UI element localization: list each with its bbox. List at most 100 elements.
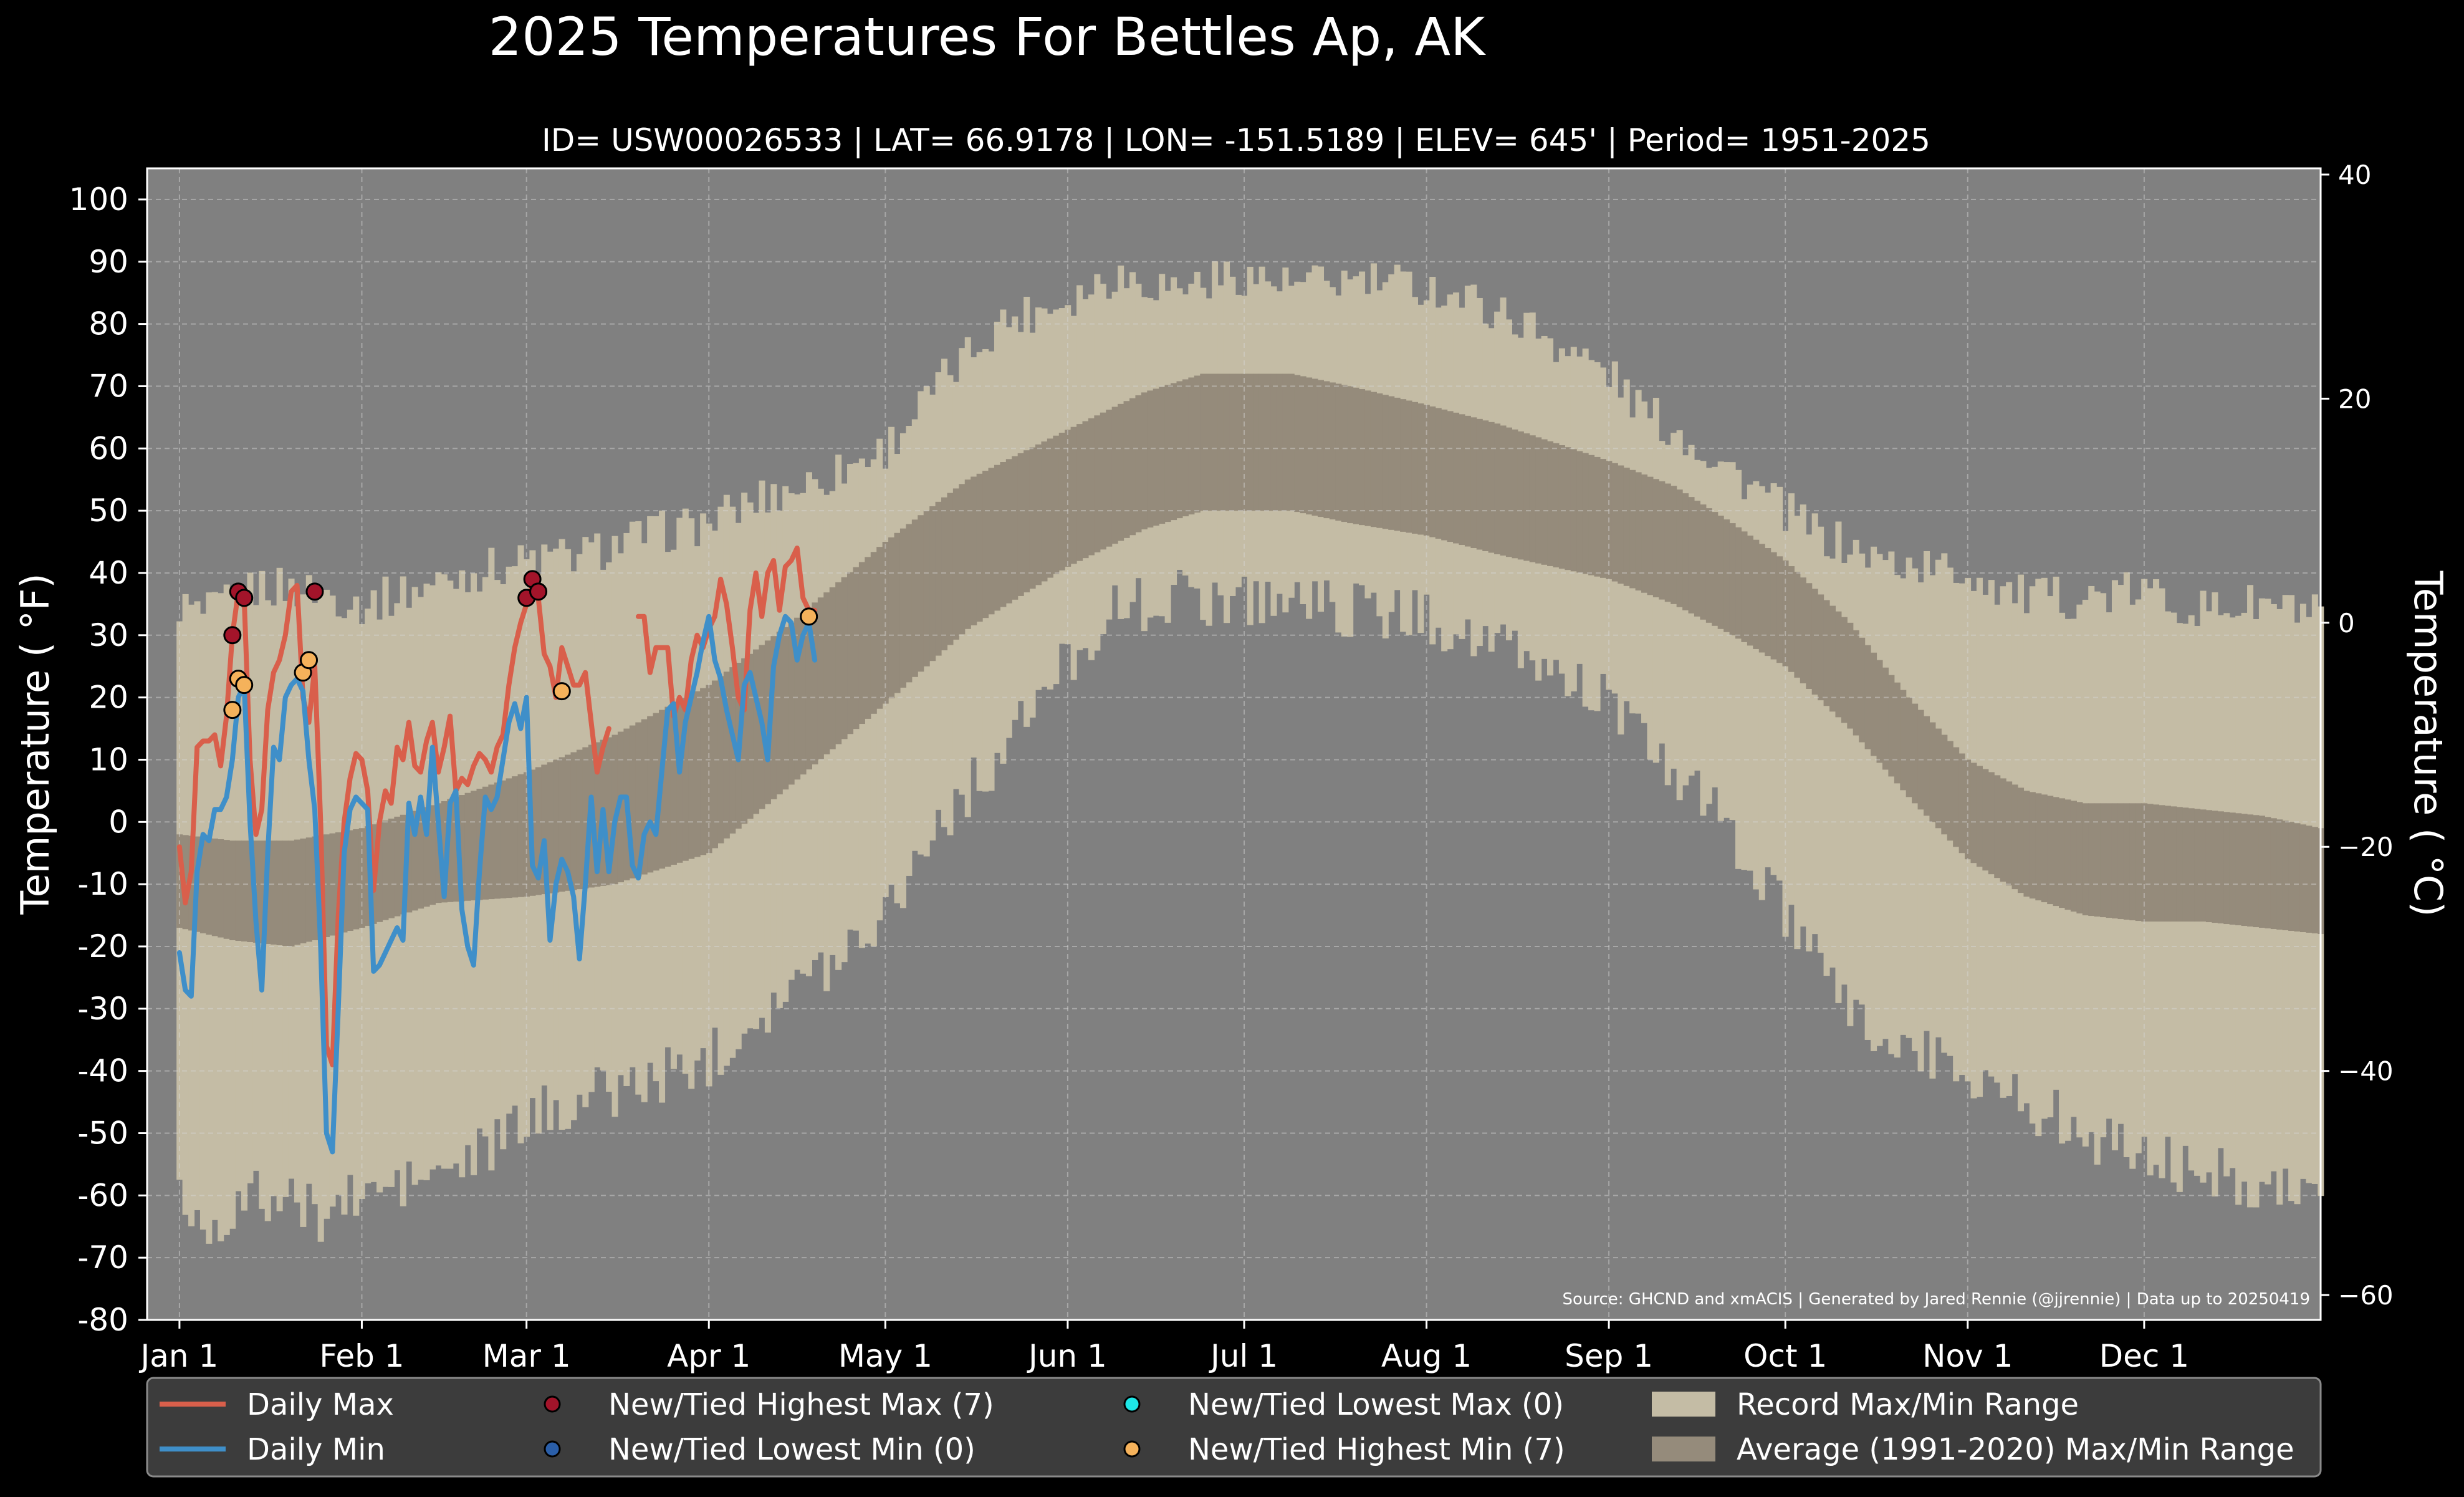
normal-range-bar [1635, 472, 1642, 591]
record-range-bar [1664, 445, 1671, 786]
normal-range-bar [1735, 527, 1742, 639]
normal-range-bar [1800, 577, 1806, 683]
normal-range-bar [1306, 377, 1313, 515]
y2-tick-label: 0 [2338, 608, 2355, 638]
normal-range-bar [776, 632, 783, 795]
legend-item: Daily Max [160, 1387, 394, 1422]
normal-range-bar [1111, 407, 1118, 544]
normal-range-bar [2111, 803, 2119, 919]
normal-range-bar [1953, 747, 1960, 847]
normal-range-bar [1005, 459, 1012, 604]
normal-range-bar [1694, 501, 1700, 617]
normal-range-bar [1441, 409, 1448, 541]
record-range-bar [1888, 551, 1895, 1054]
normal-range-bar [358, 828, 365, 928]
x-tick-label: Dec 1 [2099, 1338, 2189, 1374]
normal-range-bar [1029, 447, 1036, 589]
normal-range-bar [1459, 414, 1465, 546]
normal-range-bar [1141, 392, 1148, 530]
normal-range-bar [1647, 476, 1654, 595]
daily-min-line [176, 614, 818, 1155]
y-tick-label: 20 [89, 680, 128, 716]
normal-range-bar [1917, 710, 1924, 810]
legend-dot-swatch [1123, 1440, 1141, 1458]
normal-range-bar [1700, 504, 1707, 620]
normal-range-bar [1688, 497, 1695, 614]
normal-range-bar [1912, 703, 1919, 804]
y2-tick-label: 40 [2338, 160, 2371, 190]
record-range-bar [1859, 553, 1866, 1005]
normal-range-bar [2253, 815, 2260, 928]
normal-range-bar [1806, 583, 1813, 689]
y-axis-left: -80 -70 -60 -50 -40 -30 -20 -10 0 10 20 30 40 50 60 70 8… [69, 181, 147, 1338]
normal-range-bar [1000, 462, 1007, 607]
normal-range-bar [2059, 798, 2066, 908]
normal-range-bar [1323, 381, 1330, 519]
normal-range-bar [2147, 804, 2154, 922]
normal-range-bar [1741, 531, 1748, 642]
normal-range-bar [1976, 766, 1983, 867]
normal-range-bar [1924, 716, 1930, 816]
normal-range-bar [347, 830, 353, 931]
record-range-bar [1811, 513, 1818, 935]
normal-range-bar [2011, 784, 2018, 890]
x-tick-label: Jan 1 [139, 1338, 219, 1374]
normal-range-bar [523, 772, 530, 897]
normal-range-bar [888, 537, 895, 699]
normal-range-bar [2176, 807, 2183, 922]
highest-min-marker [223, 701, 242, 720]
legend-item: Record Max/Min Range [1652, 1387, 2079, 1422]
normal-range-bar [1565, 447, 1571, 570]
y-tick-label: 0 [108, 804, 128, 840]
normal-range-bar [800, 612, 807, 775]
normal-range-bar [835, 582, 842, 744]
record-range-bar [1753, 481, 1760, 890]
normal-range-bar [1217, 373, 1224, 511]
normal-range-bar [2223, 812, 2230, 925]
normal-range-bar [2123, 803, 2130, 920]
normal-range-bar [1794, 572, 1801, 678]
normal-range-bar [1017, 453, 1024, 596]
normal-range-bar [1335, 383, 1342, 521]
normal-range-bar [747, 653, 754, 819]
normal-range-bar [1770, 552, 1777, 660]
x-tick-label: Jun 1 [1027, 1338, 1107, 1374]
normal-range-bar [1270, 373, 1277, 511]
normal-range-bar [2164, 806, 2171, 922]
normal-range-bar [952, 488, 959, 640]
normal-range-bar [1159, 387, 1166, 524]
normal-range-bar [2135, 803, 2142, 922]
normal-range-bar [812, 602, 818, 764]
normal-range-bar [1241, 373, 1248, 511]
normal-range-bar [541, 764, 548, 895]
normal-range-bar [565, 754, 572, 891]
normal-range-bar [2035, 793, 2042, 901]
normal-range-bar [1088, 418, 1095, 556]
normal-range-bar [2159, 805, 2165, 922]
normal-range-bar [1765, 548, 1771, 657]
normal-range-bar [976, 473, 983, 622]
normal-range-bar [688, 694, 695, 859]
normal-range-bar [1435, 408, 1442, 539]
normal-range-bar [1712, 512, 1719, 626]
normal-range-bar [2188, 808, 2195, 922]
record-range-bar [1882, 560, 1889, 1039]
normal-range-bar [406, 812, 413, 913]
normal-range-bar [1823, 600, 1830, 706]
legend-label: Daily Min [247, 1432, 385, 1467]
normal-range-bar [829, 587, 836, 749]
normal-range-bar [670, 703, 677, 865]
legend-label: Average (1991-2020) Max/Min Range [1737, 1432, 2294, 1467]
normal-range-bar [176, 834, 183, 928]
normal-range-bar [1558, 445, 1565, 569]
normal-range-bar [2217, 811, 2224, 924]
normal-range-bar [1364, 390, 1371, 526]
normal-range-bar [1900, 690, 1907, 791]
normal-range-bar [1705, 508, 1712, 623]
normal-range-bar [471, 791, 477, 901]
normal-range-bar [1494, 423, 1501, 554]
normal-range-bar [1994, 775, 2001, 878]
normal-range-bar [388, 818, 395, 918]
normal-range-bar [1835, 611, 1842, 718]
normal-range-bar [1664, 483, 1671, 602]
